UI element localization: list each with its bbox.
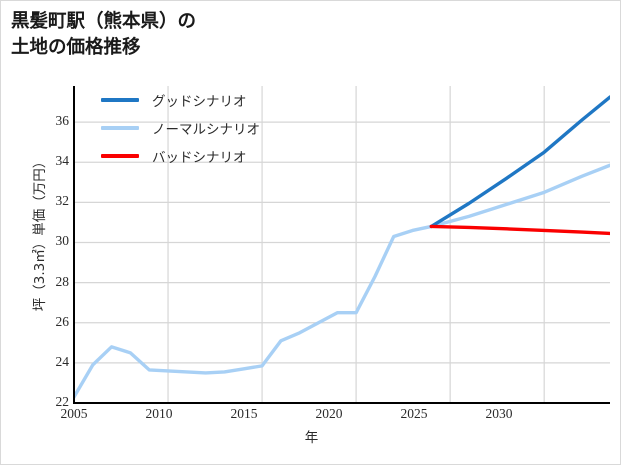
series-line: [429, 224, 610, 236]
y-tick-label: 36: [55, 113, 70, 128]
y-tick-label: 32: [55, 193, 70, 208]
legend-label: ノーマルシナリオ: [152, 122, 260, 138]
legend-swatch-icon: [101, 126, 139, 130]
legend-label: グッドシナリオ: [152, 94, 247, 110]
x-tick-label: 2030: [485, 406, 513, 421]
legend-item-good[interactable]: グッドシナリオ: [101, 91, 260, 110]
y-tick-label: 24: [55, 354, 70, 369]
x-tick-label: 2025: [400, 406, 428, 421]
line-chart-canvas: [74, 86, 610, 403]
x-tick-label: 2020: [315, 406, 343, 421]
gridlines: [74, 86, 610, 403]
series-line: [429, 95, 610, 229]
legend-swatch-icon: [101, 154, 139, 158]
page-title: 黒髪町駅（熊本県）の 土地の価格推移: [11, 11, 197, 59]
y-axis-title: 坪（3.3㎡）単価（万円）: [32, 154, 48, 312]
x-tick-label: 2005: [60, 406, 88, 421]
series-line: [74, 163, 610, 399]
y-tick-label: 34: [55, 153, 70, 168]
legend-item-normal[interactable]: ノーマルシナリオ: [101, 119, 260, 138]
legend-swatch-icon: [101, 98, 139, 102]
y-axis-ticks: 36 34 32 30 28 26 24 22: [1, 1, 70, 464]
x-axis-line: [73, 402, 610, 404]
x-axis-title: 年: [304, 430, 319, 446]
plot-area: [74, 86, 610, 403]
y-tick-label: 28: [55, 274, 70, 289]
y-tick-label: 30: [55, 233, 70, 248]
legend-item-bad[interactable]: バッドシナリオ: [101, 147, 260, 166]
x-tick-label: 2015: [230, 406, 258, 421]
y-tick-label: 26: [55, 314, 70, 329]
legend-label: バッドシナリオ: [152, 150, 247, 166]
legend: グッドシナリオ ノーマルシナリオ バッドシナリオ: [101, 91, 260, 166]
x-tick-label: 2010: [145, 406, 173, 421]
data-series: [74, 95, 610, 399]
y-tick-label: 22: [55, 394, 70, 409]
y-axis-line: [73, 86, 75, 404]
